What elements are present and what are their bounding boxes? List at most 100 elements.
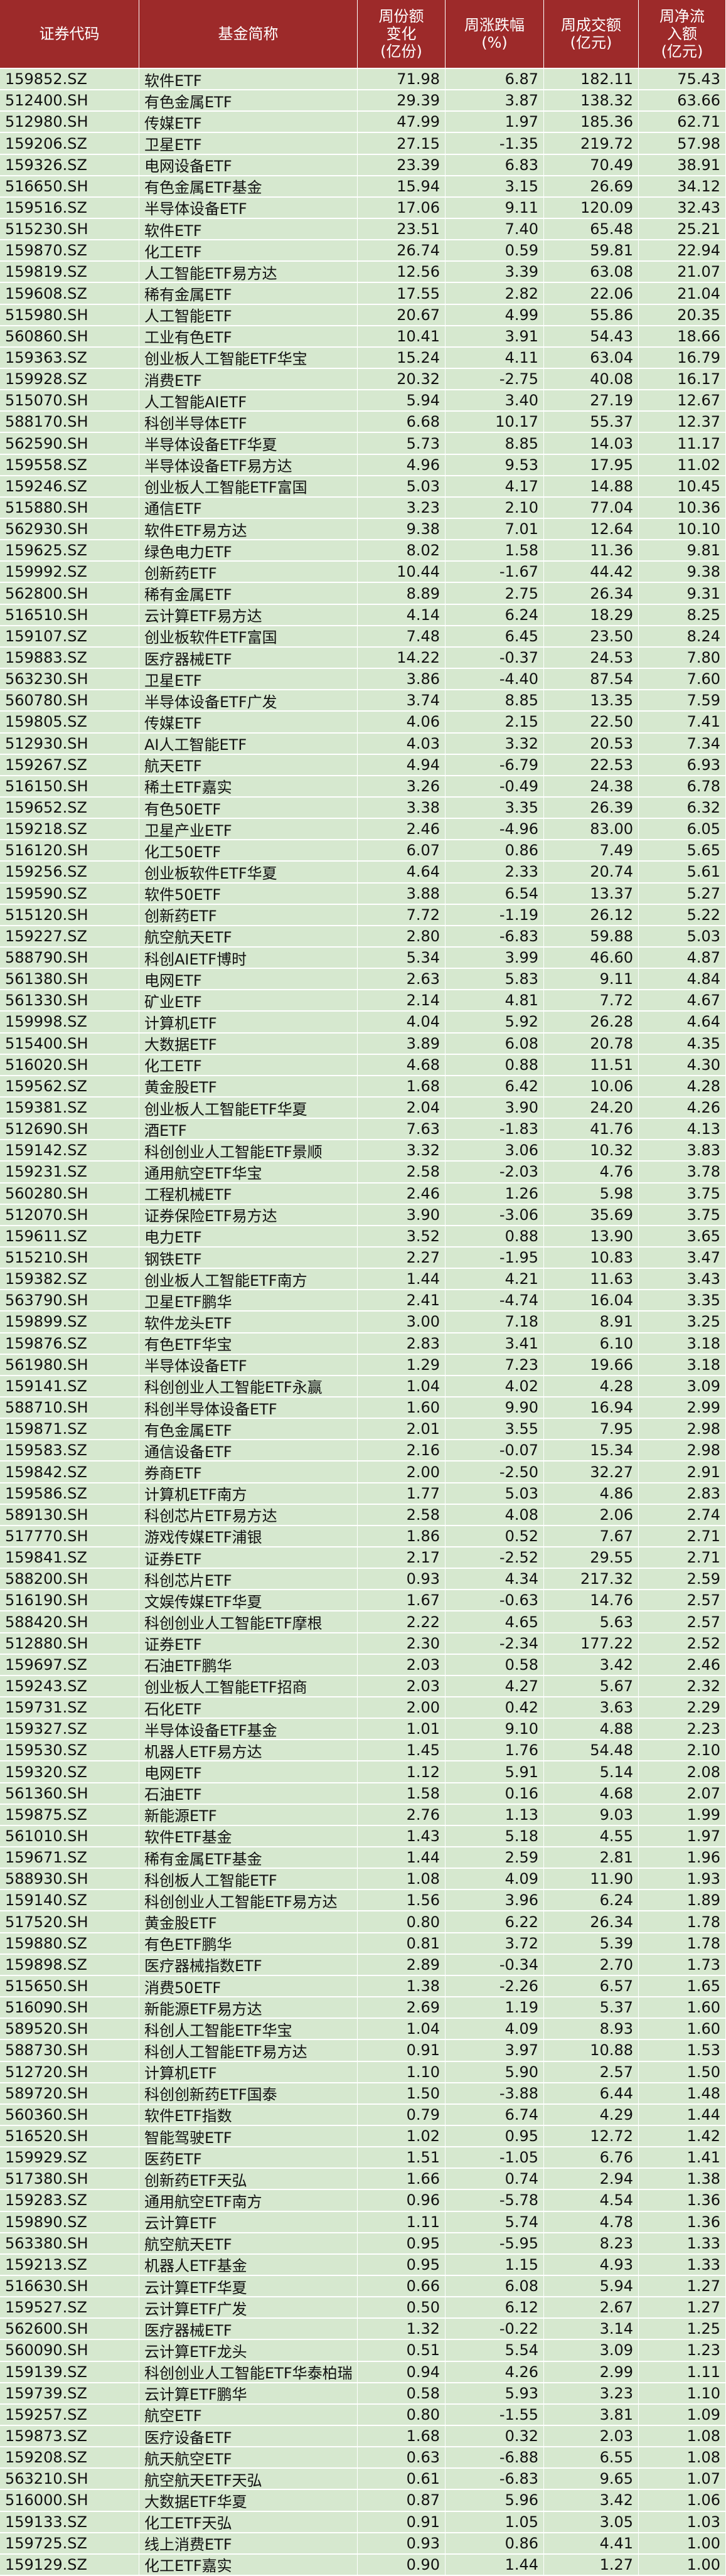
value-cell: 1.60 — [639, 1997, 726, 2019]
value-cell: 9.81 — [639, 540, 726, 562]
value-cell: 18.29 — [544, 604, 639, 626]
code-cell: 515230.SH — [0, 219, 139, 241]
name-cell: 矿业ETF — [139, 990, 358, 1012]
code-cell: 159141.SZ — [0, 1376, 139, 1398]
value-cell: 3.15 — [446, 176, 544, 198]
value-cell: 3.52 — [358, 1226, 446, 1248]
code-cell: 159363.SZ — [0, 347, 139, 370]
value-cell: 8.85 — [446, 433, 544, 455]
code-cell: 588170.SH — [0, 412, 139, 434]
name-cell: 石油ETF — [139, 1783, 358, 1805]
value-cell: 6.07 — [358, 840, 446, 862]
value-cell: 1.08 — [358, 1869, 446, 1891]
value-cell: -0.63 — [446, 1590, 544, 1612]
value-cell: 3.42 — [544, 1654, 639, 1676]
value-cell: 6.87 — [446, 69, 544, 91]
code-cell: 515120.SH — [0, 904, 139, 926]
name-cell: 化工50ETF — [139, 840, 358, 862]
value-cell: 4.28 — [544, 1376, 639, 1398]
value-cell: 4.64 — [358, 862, 446, 884]
value-cell: 3.25 — [639, 1312, 726, 1333]
value-cell: 4.99 — [446, 304, 544, 326]
code-cell: 159625.SZ — [0, 540, 139, 562]
code-cell: 512070.SH — [0, 1204, 139, 1226]
value-cell: -4.40 — [446, 669, 544, 691]
value-cell: 2.32 — [639, 1675, 726, 1698]
value-cell: 1.36 — [639, 2190, 726, 2212]
value-cell: 16.94 — [544, 1398, 639, 1419]
code-cell: 159208.SZ — [0, 2447, 139, 2469]
header-cell: 证券代码 — [0, 0, 139, 69]
value-cell: 1.27 — [639, 2297, 726, 2319]
value-cell: 0.58 — [446, 1654, 544, 1676]
value-cell: -1.95 — [446, 1247, 544, 1269]
value-cell: 1.03 — [639, 2511, 726, 2533]
value-cell: 13.37 — [544, 883, 639, 905]
value-cell: 11.36 — [544, 540, 639, 562]
header-cell: 基金简称 — [139, 0, 358, 69]
value-cell: 3.89 — [358, 1033, 446, 1055]
code-cell: 562600.SH — [0, 2319, 139, 2341]
value-cell: 4.04 — [358, 1012, 446, 1034]
name-cell: 软件龙头ETF — [139, 1312, 358, 1333]
value-cell: 4.26 — [639, 1097, 726, 1120]
code-cell: 159992.SZ — [0, 562, 139, 584]
value-cell: 10.45 — [639, 476, 726, 498]
value-cell: 1.99 — [639, 1804, 726, 1826]
value-cell: 2.33 — [446, 862, 544, 884]
name-cell: 半导体设备ETF华夏 — [139, 433, 358, 455]
value-cell: 46.60 — [544, 947, 639, 970]
value-cell: 5.90 — [446, 2061, 544, 2083]
name-cell: 医疗器械指数ETF — [139, 1954, 358, 1976]
name-cell: 科创创业人工智能ETF摩根 — [139, 1611, 358, 1633]
code-cell: 516520.SH — [0, 2125, 139, 2148]
value-cell: 7.23 — [446, 1354, 544, 1376]
value-cell: 19.66 — [544, 1354, 639, 1376]
value-cell: 2.98 — [639, 1440, 726, 1462]
value-cell: 6.68 — [358, 412, 446, 434]
value-cell: 0.63 — [358, 2447, 446, 2469]
value-cell: 9.38 — [639, 562, 726, 584]
code-cell: 560360.SH — [0, 2104, 139, 2126]
name-cell: 软件ETF — [139, 219, 358, 241]
value-cell: 0.66 — [358, 2275, 446, 2298]
value-cell: 1.06 — [639, 2490, 726, 2512]
value-cell: 70.49 — [544, 154, 639, 176]
value-cell: 5.03 — [358, 476, 446, 498]
value-cell: 3.63 — [544, 1697, 639, 1719]
value-cell: 3.87 — [446, 90, 544, 112]
value-cell: 7.48 — [358, 626, 446, 648]
name-cell: 云计算ETF — [139, 2211, 358, 2233]
name-cell: 创新药ETF — [139, 904, 358, 926]
name-cell: 钢铁ETF — [139, 1247, 358, 1269]
code-cell: 159206.SZ — [0, 133, 139, 155]
value-cell: 23.51 — [358, 219, 446, 241]
value-cell: 1.11 — [639, 2361, 726, 2383]
value-cell: 1.97 — [639, 1825, 726, 1848]
value-cell: -2.50 — [446, 1462, 544, 1483]
value-cell: 87.54 — [544, 669, 639, 691]
name-cell: 新能源ETF易方达 — [139, 1997, 358, 2019]
value-cell: 26.34 — [544, 1911, 639, 1933]
name-cell: 有色ETF鹏华 — [139, 1933, 358, 1955]
value-cell: 2.63 — [358, 969, 446, 991]
value-cell: 1.08 — [639, 2425, 726, 2448]
value-cell: 4.94 — [358, 754, 446, 776]
name-cell: 医疗器械ETF — [139, 647, 358, 670]
name-cell: 云计算ETF鹏华 — [139, 2383, 358, 2405]
value-cell: 3.23 — [544, 2383, 639, 2405]
value-cell: 5.34 — [358, 947, 446, 970]
value-cell: 1.66 — [358, 2169, 446, 2191]
code-cell: 159841.SZ — [0, 1547, 139, 1569]
name-cell: 石油ETF鹏华 — [139, 1654, 358, 1676]
name-cell: 黄金股ETF — [139, 1911, 358, 1933]
value-cell: 0.52 — [446, 1526, 544, 1548]
value-cell: 59.88 — [544, 926, 639, 948]
value-cell: 4.64 — [639, 1012, 726, 1034]
value-cell: 11.63 — [544, 1269, 639, 1291]
name-cell: 科创创业人工智能ETF永赢 — [139, 1376, 358, 1398]
value-cell: 5.63 — [544, 1611, 639, 1633]
code-cell: 159590.SZ — [0, 883, 139, 905]
value-cell: 40.08 — [544, 369, 639, 391]
value-cell: 1.19 — [446, 1997, 544, 2019]
